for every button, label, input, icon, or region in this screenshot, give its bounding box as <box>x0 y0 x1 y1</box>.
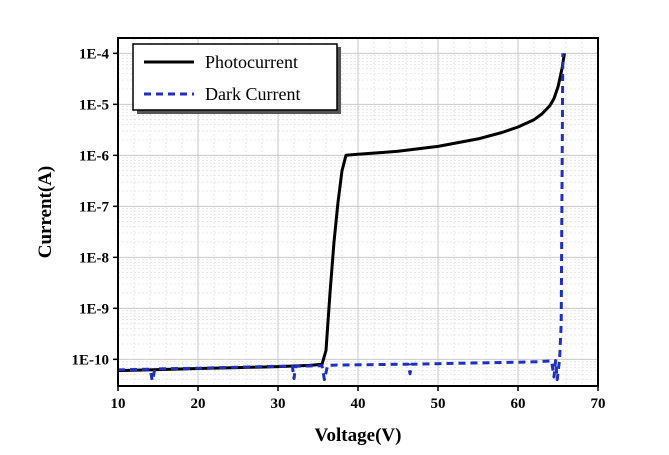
y-tick-label: 1E-7 <box>79 199 110 215</box>
y-tick-label: 1E-8 <box>79 250 109 266</box>
ticks <box>113 52 599 391</box>
x-tick-label: 70 <box>591 396 606 412</box>
y-tick-label: 1E-10 <box>72 352 110 368</box>
x-tick-labels: 10 20 30 40 50 60 70 <box>111 396 606 412</box>
series-layer <box>118 53 566 383</box>
y-tick-label: 1E-5 <box>79 97 109 113</box>
x-tick-label: 50 <box>431 396 446 412</box>
legend-label-photocurrent: Photocurrent <box>205 52 298 72</box>
series-line-dark-current <box>118 53 565 383</box>
x-tick-label: 60 <box>511 396 526 412</box>
y-tick-label: 1E-4 <box>79 46 110 62</box>
legend: Photocurrent Dark Current <box>132 43 341 114</box>
legend-label-dark-current: Dark Current <box>205 84 300 104</box>
y-tick-label: 1E-6 <box>79 148 110 164</box>
x-tick-label: 40 <box>351 396 366 412</box>
y-axis-title: Current(A) <box>35 166 56 259</box>
x-axis-title: Voltage(V) <box>315 425 402 446</box>
y-tick-labels: 1E-10 1E-9 1E-8 1E-7 1E-6 1E-5 1E-4 <box>72 46 110 368</box>
x-tick-label: 30 <box>271 396 286 412</box>
y-tick-label: 1E-9 <box>79 301 109 317</box>
legend-box <box>132 43 338 111</box>
x-tick-label: 20 <box>191 396 206 412</box>
x-tick-label: 10 <box>111 396 126 412</box>
